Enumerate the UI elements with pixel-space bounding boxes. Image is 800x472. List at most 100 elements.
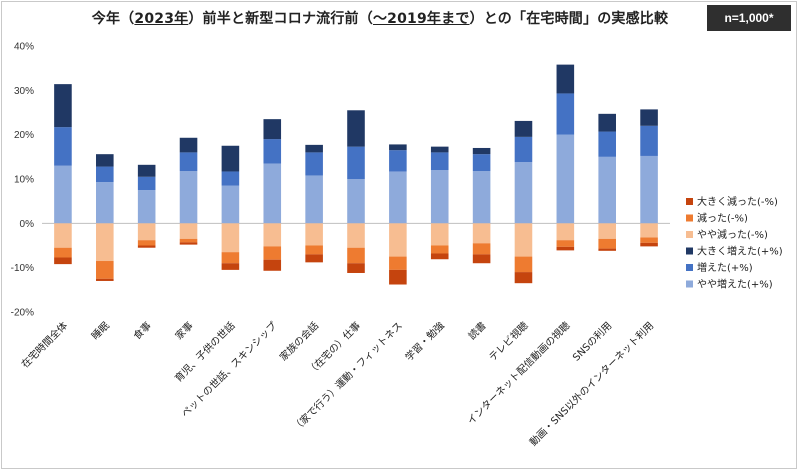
bar-segment: [221, 145, 240, 172]
legend-label: 増えた(+%): [697, 261, 753, 274]
bar-segment: [263, 223, 282, 247]
bar-segment: [598, 113, 616, 132]
x-category-label: 学習・勉強: [402, 319, 447, 364]
bar-segment: [221, 223, 240, 253]
bar-segment: [221, 252, 240, 264]
bar-segment: [137, 240, 156, 246]
bar-segment: [472, 243, 491, 255]
bar-segment: [179, 238, 198, 243]
bar-segment: [598, 238, 616, 249]
y-tick-label: -20%: [11, 308, 34, 319]
bar-segment: [389, 144, 407, 151]
bar-segment: [472, 254, 491, 264]
bar-segment: [263, 259, 282, 271]
bar-segment: [179, 171, 198, 224]
bar-segment: [514, 256, 533, 273]
bar-segment: [389, 150, 407, 172]
y-tick-label: 40%: [14, 42, 34, 53]
bar-segment: [556, 246, 575, 251]
legend-swatch: [686, 214, 693, 222]
bar-segment: [347, 263, 365, 273]
bar-segment: [96, 261, 114, 279]
legend-label: 大きく増えた(+%): [697, 245, 783, 258]
legend-swatch: [686, 198, 693, 205]
bar-segment: [598, 248, 616, 251]
bar-segment: [263, 139, 282, 164]
bar-segment: [137, 164, 156, 177]
bar-segment: [347, 247, 365, 264]
legend-swatch: [686, 231, 693, 238]
bar-segment: [96, 182, 114, 224]
y-tick-label: 10%: [14, 175, 34, 186]
bar-segment: [514, 223, 533, 257]
bar-segment: [221, 171, 240, 186]
bar-segment: [137, 223, 156, 241]
bar-segment: [347, 146, 365, 179]
bar-segment: [305, 254, 323, 263]
bar-segment: [347, 179, 365, 224]
y-tick-label: -10%: [11, 263, 34, 274]
bar-segment: [598, 131, 616, 157]
bar-segment: [305, 175, 323, 224]
bar-segment: [96, 278, 114, 281]
bar-segment: [430, 170, 449, 224]
bar-segment: [54, 223, 72, 248]
bar-segment: [54, 84, 72, 128]
bar-segment: [137, 190, 156, 224]
legend-label: やや増えた(+%): [697, 278, 773, 291]
x-category-label: 食事: [130, 319, 153, 342]
bar-segment: [556, 134, 575, 224]
bar-segment: [556, 93, 575, 135]
bar-segment: [389, 269, 407, 285]
bar-segment: [54, 165, 72, 224]
bar-segment: [137, 176, 156, 191]
bar-segment: [96, 154, 114, 167]
bar-segment: [263, 119, 282, 140]
bar-segment: [640, 125, 658, 156]
bar-segment: [556, 223, 575, 241]
bar-segment: [137, 245, 156, 248]
x-category-label: 読書: [465, 319, 488, 342]
bar-segment: [389, 256, 407, 270]
bar-segment: [54, 247, 72, 258]
x-category-label: 家族の会話: [277, 319, 322, 364]
bar-segment: [514, 136, 533, 163]
y-tick-label: 20%: [14, 130, 34, 141]
bar-segment: [514, 272, 533, 284]
bar-segment: [179, 152, 198, 172]
x-category-label: テレビ視聴: [486, 319, 531, 364]
x-category-label: 睡眠: [89, 319, 112, 342]
bar-segment: [179, 223, 198, 239]
bar-segment: [305, 152, 323, 176]
bar-segment: [221, 263, 240, 270]
bar-segment: [430, 223, 449, 246]
bar-segment: [640, 242, 658, 247]
bar-segment: [96, 223, 114, 262]
bar-segment: [305, 223, 323, 246]
bar-segment: [263, 163, 282, 224]
bar-segment: [640, 155, 658, 224]
bar-segment: [179, 242, 198, 245]
bar-segment: [305, 245, 323, 255]
y-tick-label: 30%: [14, 86, 34, 97]
bar-segment: [640, 223, 658, 238]
bar-segment: [430, 245, 449, 254]
legend-swatch: [686, 280, 693, 288]
bar-segment: [179, 137, 198, 153]
bar-segment: [514, 120, 533, 137]
sample-size-badge: n=1,000*: [707, 5, 791, 31]
bar-segment: [305, 144, 323, 153]
bar-segment: [598, 156, 616, 224]
bar-segment: [430, 152, 449, 171]
bar-segment: [472, 154, 491, 172]
legend-swatch: [686, 247, 693, 255]
bar-segment: [640, 237, 658, 243]
bar-segment: [430, 146, 449, 153]
bar-segment: [389, 223, 407, 257]
bar-segment: [54, 257, 72, 265]
bar-segment: [598, 223, 616, 239]
bar-segment: [347, 223, 365, 248]
legend-label: 大きく減った(-%): [697, 195, 778, 208]
